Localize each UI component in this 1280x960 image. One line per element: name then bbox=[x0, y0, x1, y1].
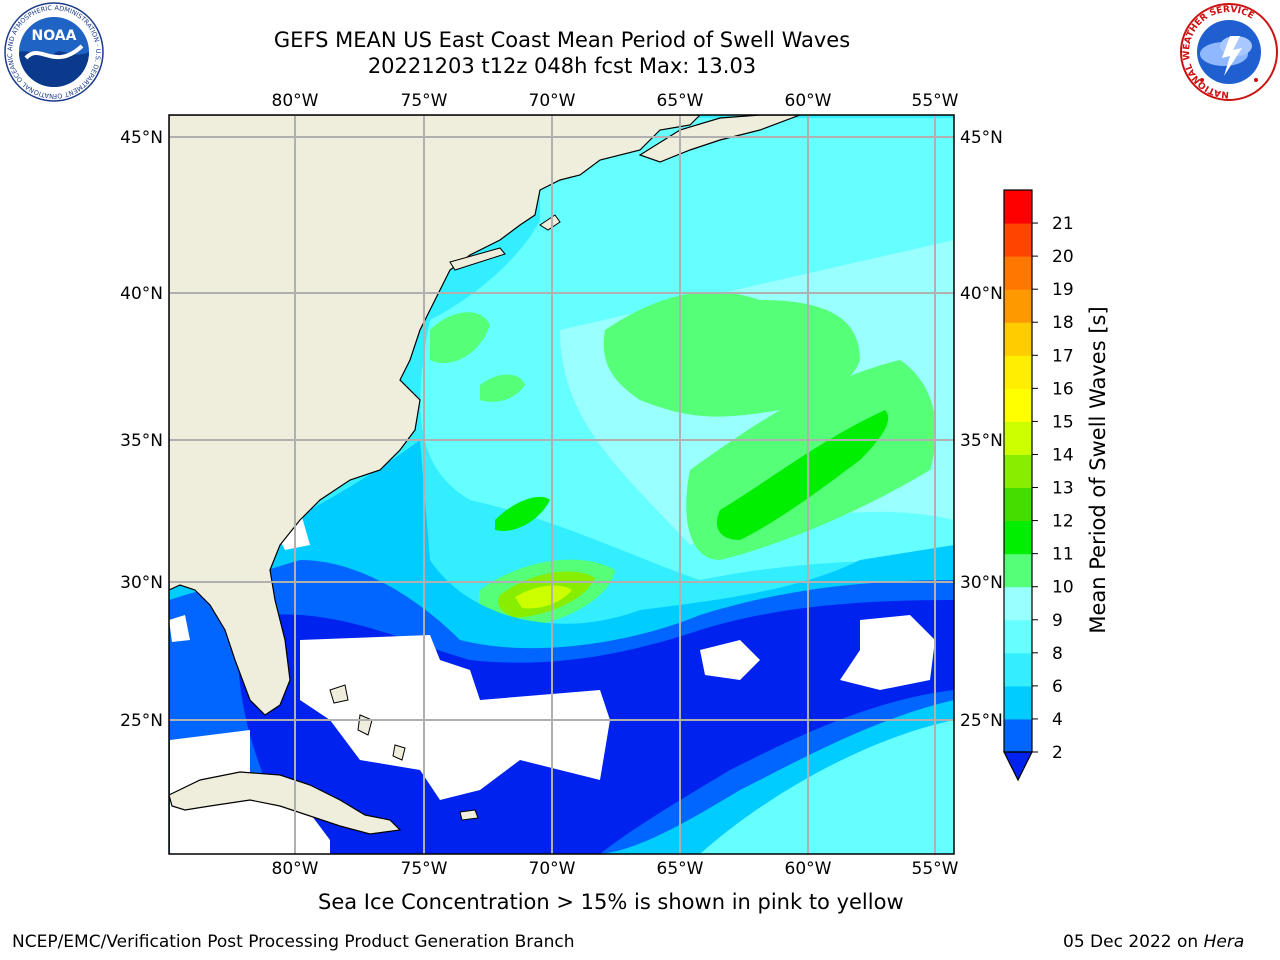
colorbar-frame bbox=[1003, 189, 1033, 753]
colorbar-tick-label: 15 bbox=[1052, 412, 1074, 432]
lon-tick-label: 80°W bbox=[272, 91, 319, 111]
lon-tick-label: 70°W bbox=[529, 91, 576, 111]
lon-tick-label: 55°W bbox=[912, 91, 959, 111]
swell-field-10s-west bbox=[430, 312, 490, 364]
colorbar-segment bbox=[1004, 586, 1032, 621]
lon-tick-label: 75°W bbox=[401, 859, 448, 879]
colorbar-segment bbox=[1004, 652, 1032, 687]
footer-credit: NCEP/EMC/Verification Post Processing Pr… bbox=[12, 932, 575, 952]
missing-data-gulf bbox=[169, 615, 190, 642]
missing-data-east bbox=[840, 615, 935, 690]
missing-data-bahamas bbox=[300, 635, 610, 800]
noaa-logo-text: NOAA bbox=[32, 28, 77, 44]
lat-tick-label: 40°N bbox=[120, 284, 163, 304]
land-cuba bbox=[169, 771, 402, 835]
lon-tick-label: 65°W bbox=[657, 859, 704, 879]
footer-host: Hera bbox=[1203, 932, 1245, 952]
lat-tick-labels-right: 45°N 40°N 35°N 30°N 25°N bbox=[960, 128, 1003, 731]
lat-tick-label: 45°N bbox=[960, 128, 1003, 148]
lon-tick-label: 60°W bbox=[785, 859, 832, 879]
colorbar-under-extension bbox=[1003, 751, 1033, 782]
land-cape-cod bbox=[539, 214, 561, 231]
land-bahamas-1 bbox=[329, 684, 349, 704]
footer-date: 05 Dec 2022 on Hera bbox=[1063, 932, 1244, 952]
colorbar: 2 4 6 8 9 10 11 12 13 14 15 16 17 18 19 20 21 bbox=[1003, 189, 1074, 782]
colorbar-segment bbox=[1004, 553, 1032, 588]
colorbar-segment bbox=[1004, 256, 1032, 290]
lon-tick-label: 75°W bbox=[401, 91, 448, 111]
colorbar-segment bbox=[1004, 718, 1032, 753]
lat-tick-label: 25°N bbox=[960, 711, 1003, 731]
missing-data-mid bbox=[700, 640, 760, 680]
map-area bbox=[169, 115, 954, 854]
colorbar-segment bbox=[1004, 289, 1032, 323]
lat-tick-label: 35°N bbox=[960, 431, 1003, 451]
colorbar-tick-label: 2 bbox=[1052, 743, 1063, 763]
swell-field-11s bbox=[716, 410, 889, 540]
swell-field-11s-west bbox=[495, 496, 550, 531]
colorbar-tick-label: 13 bbox=[1052, 479, 1074, 499]
lat-tick-label: 45°N bbox=[120, 128, 163, 148]
land-long-island bbox=[449, 247, 506, 271]
footer-date-text: 05 Dec 2022 on bbox=[1063, 932, 1204, 952]
colorbar-tick-label: 11 bbox=[1052, 545, 1074, 565]
swell-field-se bbox=[700, 720, 954, 854]
lon-tick-label: 70°W bbox=[529, 859, 576, 879]
colorbar-segment bbox=[1004, 454, 1032, 489]
colorbar-segment bbox=[1004, 355, 1032, 389]
colorbar-tick-label: 12 bbox=[1052, 512, 1074, 532]
sea-ice-note: Sea Ice Concentration > 15% is shown in … bbox=[318, 890, 904, 914]
lat-tick-label: 35°N bbox=[120, 431, 163, 451]
colorbar-segment bbox=[1004, 520, 1032, 555]
colorbar-tick-label: 14 bbox=[1052, 445, 1074, 465]
colorbar-tick-label: 10 bbox=[1052, 578, 1074, 598]
colorbar-tick-label: 18 bbox=[1052, 313, 1074, 333]
gridlines bbox=[169, 115, 954, 854]
colorbar-tick-label: 4 bbox=[1052, 710, 1063, 730]
lat-tick-label: 25°N bbox=[120, 711, 163, 731]
colorbar-tick-label: 20 bbox=[1052, 247, 1074, 267]
colorbar-segment bbox=[1004, 388, 1032, 422]
lat-tick-label: 30°N bbox=[120, 573, 163, 593]
land-north-america bbox=[169, 115, 701, 716]
colorbar-segment bbox=[1004, 322, 1032, 356]
swell-field-10s-patch bbox=[480, 374, 525, 402]
lon-tick-label: 80°W bbox=[272, 859, 319, 879]
colorbar-segment bbox=[1004, 685, 1032, 720]
nws-logo: NATIONAL WEATHER SERVICE bbox=[1180, 3, 1278, 101]
swell-field-max-13s bbox=[515, 585, 572, 609]
chart-title: GEFS MEAN US East Coast Mean Period of S… bbox=[273, 28, 851, 52]
swell-field-10s-north bbox=[603, 291, 860, 417]
map-frame bbox=[168, 114, 955, 855]
lat-tick-label: 40°N bbox=[960, 284, 1003, 304]
lon-tick-label: 60°W bbox=[785, 91, 832, 111]
chart-subtitle-run: 20221203 t12z 048h fcst Max: 13.03 bbox=[367, 54, 757, 78]
lat-tick-labels-left: 45°N 40°N 35°N 30°N 25°N bbox=[120, 128, 163, 731]
colorbar-segment bbox=[1004, 223, 1032, 257]
colorbar-label: Mean Period of Swell Waves [s] bbox=[1086, 306, 1110, 634]
colorbar-tick-label: 9 bbox=[1052, 611, 1063, 631]
colorbar-tick-label: 16 bbox=[1052, 379, 1074, 399]
lon-tick-labels-bottom: 80°W 75°W 70°W 65°W 60°W 55°W bbox=[272, 859, 959, 879]
colorbar-segment bbox=[1004, 487, 1032, 522]
colorbar-segment bbox=[1004, 190, 1032, 224]
lon-tick-labels-top: 80°W 75°W 70°W 65°W 60°W 55°W bbox=[272, 91, 959, 111]
colorbar-tick-label: 21 bbox=[1052, 214, 1074, 234]
colorbar-tick-label: 19 bbox=[1052, 280, 1074, 300]
colorbar-segment bbox=[1004, 421, 1032, 455]
lon-tick-label: 55°W bbox=[912, 859, 959, 879]
noaa-logo: NATIONAL OCEANIC AND ATMOSPHERIC ADMINIS… bbox=[2, 2, 104, 102]
lon-tick-label: 65°W bbox=[657, 91, 704, 111]
colorbar-tick-label: 8 bbox=[1052, 644, 1063, 664]
land-hispaniola-edge bbox=[459, 809, 479, 821]
lat-tick-label: 30°N bbox=[960, 573, 1003, 593]
land-bahamas-3 bbox=[392, 744, 406, 761]
colorbar-tick-label: 6 bbox=[1052, 677, 1063, 697]
colorbar-segment bbox=[1004, 619, 1032, 654]
colorbar-tick-label: 17 bbox=[1052, 346, 1074, 366]
